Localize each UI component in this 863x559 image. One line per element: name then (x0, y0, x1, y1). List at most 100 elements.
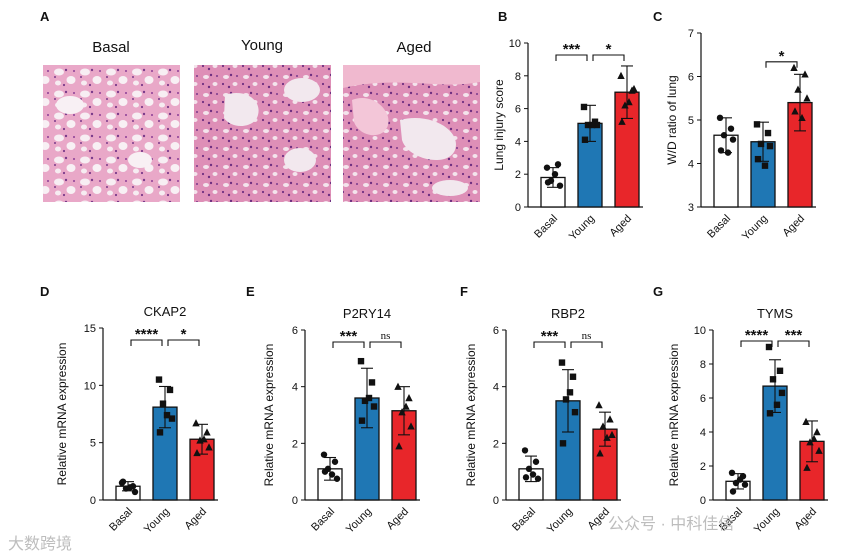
chart-title-f: RBP2 (551, 306, 585, 321)
data-point-b-young (580, 103, 588, 111)
data-point-g-young (773, 401, 781, 408)
significance-label-g-1: *** (785, 327, 803, 344)
y-tick-label-g-4: 8 (700, 359, 706, 371)
data-point-e-basal (321, 468, 329, 475)
significance-label-b-1: * (606, 41, 612, 58)
data-point-g-young (769, 376, 777, 383)
data-point-d-aged (205, 443, 213, 451)
significance-bracket-g-0 (740, 340, 773, 347)
y-tick-label-g-5: 10 (694, 325, 706, 337)
data-point-d-young (156, 429, 164, 436)
y-tick-label-b-3: 6 (515, 104, 521, 116)
significance-label-d-1: * (181, 326, 187, 343)
x-tick-label-d-aged: Aged (182, 506, 209, 533)
data-point-b-young (593, 121, 601, 129)
data-point-b-basal (544, 179, 552, 186)
data-point-b-young (581, 136, 589, 143)
x-tick-label-b-young: Young (567, 213, 597, 243)
y-axis-title-g: Relative mRNA expression (667, 344, 681, 487)
panel-letter-f: F (460, 284, 468, 299)
y-axis-title-c: W/D ratio of lung (665, 75, 679, 164)
x-tick-label-e-aged: Aged (384, 506, 411, 533)
histology-image-aged (343, 65, 480, 202)
watermark-left: 大数跨境 (8, 534, 72, 553)
data-point-d-aged (193, 448, 201, 457)
y-tick-label-b-1: 2 (515, 169, 521, 181)
data-point-c-basal (727, 125, 735, 132)
data-point-c-aged (794, 85, 802, 93)
data-point-g-aged (802, 417, 810, 425)
data-point-e-young (361, 397, 369, 405)
histology-image-basal (43, 65, 180, 202)
data-point-b-aged (618, 117, 626, 125)
data-point-d-basal (119, 478, 127, 485)
x-tick-label-g-young: Young (752, 506, 782, 536)
data-point-c-aged (801, 70, 809, 78)
y-tick-label-d-3: 15 (84, 323, 96, 335)
x-tick-label-c-young: Young (740, 213, 770, 243)
significance-bracket-b-0 (555, 54, 588, 61)
x-tick-label-f-young: Young (545, 506, 575, 536)
data-point-f-young (559, 440, 567, 447)
y-axis-title-f: Relative mRNA expression (464, 344, 478, 487)
data-point-c-basal (720, 132, 728, 139)
data-point-c-aged (803, 94, 811, 102)
significance-label-e-0: *** (340, 328, 358, 345)
data-point-d-aged (203, 428, 211, 436)
data-point-e-aged (407, 422, 415, 430)
y-tick-label-f-0: 0 (493, 495, 499, 507)
y-tick-label-d-1: 5 (90, 438, 96, 450)
data-point-d-young (163, 411, 171, 419)
data-point-b-young (591, 118, 599, 125)
histology-label-aged: Aged (396, 39, 431, 56)
watermark-right: 公众号 · 中科佳信 (608, 515, 734, 533)
data-point-e-aged (395, 442, 403, 450)
data-point-f-young (566, 389, 574, 396)
data-point-g-young (766, 410, 774, 417)
data-point-b-aged (621, 101, 629, 109)
data-point-c-young (757, 140, 765, 148)
data-point-f-basal (525, 465, 533, 473)
data-point-e-young (365, 394, 373, 402)
x-tick-label-d-young: Young (142, 506, 172, 536)
significance-label-f-0: *** (541, 328, 559, 345)
y-tick-label-c-4: 7 (688, 28, 694, 40)
histology-label-basal: Basal (92, 39, 130, 56)
significance-bracket-g-1 (777, 340, 810, 347)
data-point-f-basal (529, 471, 537, 478)
y-tick-label-g-0: 0 (700, 495, 706, 507)
significance-bracket-f-1 (570, 341, 603, 348)
significance-bracket-d-1 (167, 339, 200, 346)
data-point-b-basal (551, 171, 559, 178)
data-point-c-young (754, 155, 762, 163)
x-tick-label-e-young: Young (344, 506, 374, 536)
x-tick-label-f-basal: Basal (510, 506, 538, 534)
data-point-e-basal (328, 471, 336, 478)
data-point-f-basal (521, 447, 529, 454)
data-point-e-young (368, 379, 376, 386)
data-point-c-aged (790, 63, 798, 71)
significance-bracket-f-0 (533, 341, 566, 348)
y-tick-label-c-3: 6 (688, 72, 694, 84)
panel-letter-b: B (498, 9, 507, 24)
chart-title-g: TYMS (757, 306, 793, 321)
y-tick-label-b-5: 10 (509, 38, 521, 50)
chart-c: C 3 4 5 6 7 W/D ratio of lung Basal Young Aged * (653, 9, 816, 243)
data-point-g-basal (736, 476, 744, 483)
y-tick-label-g-1: 2 (700, 461, 706, 473)
data-point-g-aged (806, 438, 814, 446)
y-tick-label-g-2: 4 (700, 427, 706, 439)
data-point-b-young (584, 121, 592, 129)
data-point-c-aged (798, 113, 806, 122)
data-point-g-young (765, 343, 773, 351)
data-point-f-aged (599, 422, 607, 430)
chart-d: D CKAP2 0 5 10 15 Relative mRNA expression Basa… (40, 284, 218, 536)
y-tick-label-c-1: 4 (688, 159, 694, 171)
y-tick-label-e-3: 6 (292, 325, 298, 337)
data-point-c-basal (717, 147, 725, 154)
data-point-e-basal (320, 451, 328, 458)
x-tick-label-g-aged: Aged (792, 506, 819, 533)
significance-label-c-0: * (779, 48, 785, 65)
y-tick-label-e-0: 0 (292, 495, 298, 507)
panel-letter-d: D (40, 284, 49, 299)
